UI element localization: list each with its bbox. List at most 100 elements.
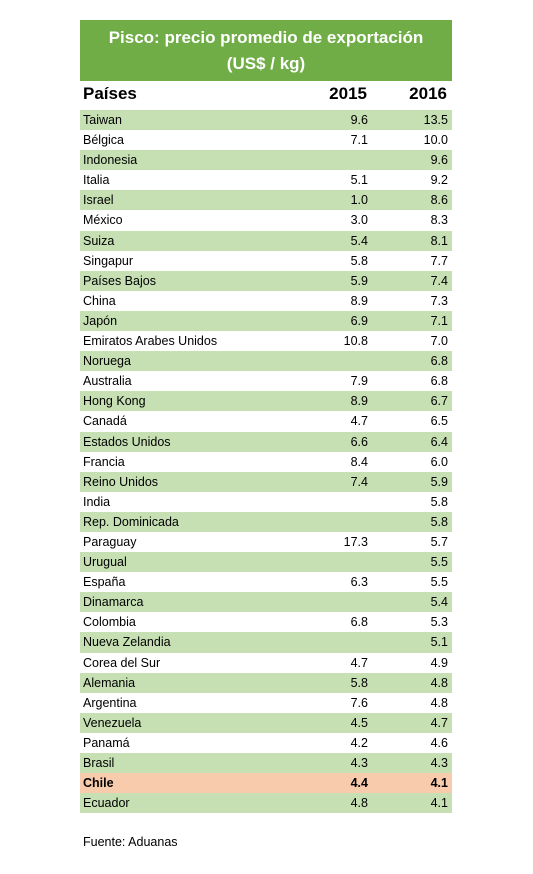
value-cell: 6.8 [430,374,448,389]
value-cell: 9.2 [430,173,448,188]
country-cell: Australia [83,374,132,389]
value-cell: 9.6 [430,153,448,168]
table-row: Hong Kong 8.9 6.7 [80,391,452,412]
table-row: Emiratos Arabes Unidos 10.8 7.0 [80,331,452,351]
value-cell: 1.0 [350,193,368,208]
country-cell: India [83,494,111,509]
table-row: Francia 8.4 6.0 [80,452,452,472]
table-row: Israel 1.0 8.6 [80,190,452,211]
country-cell: Taiwan [83,113,122,127]
table-row: Ecuador 4.8 4.1 [80,793,452,814]
table-row: Canadá 4.7 6.5 [80,411,452,431]
country-cell: Ecuador [83,796,130,811]
country-cell: Noruega [83,354,131,369]
table-row: Japón 6.9 7.1 [80,310,452,332]
table-row: Paraguay 17.3 5.7 [80,532,452,552]
table-row: Estados Unidos 6.6 6.4 [80,431,452,452]
table-row: Reino Unidos 7.4 5.9 [80,471,452,492]
value-cell: 4.8 [430,695,448,710]
country-cell: Alemania [83,675,136,690]
value-cell: 5.1 [350,173,368,188]
value-cell: 8.6 [430,193,448,208]
country-cell: México [83,213,123,228]
country-cell: Panamá [83,735,130,750]
value-cell: 4.1 [430,796,448,811]
value-cell: 4.7 [350,655,368,670]
value-cell: 7.4 [430,273,448,288]
table-row: Nueva Zelandia 5.1 [80,632,452,653]
country-cell: Rep. Dominicada [83,514,179,529]
table-row: India 5.8 [80,492,452,512]
value-cell: 5.1 [430,635,448,650]
header-row: Países 2015 2016 [80,84,452,108]
table-row: Panamá 4.2 4.6 [80,733,452,753]
value-cell: 7.3 [430,293,448,308]
table-row: Corea del Sur 4.7 4.9 [80,653,452,673]
table-row: Noruega 6.8 [80,351,452,372]
country-cell: Italia [83,173,110,188]
value-cell: 5.8 [350,675,368,690]
value-cell: 6.0 [430,454,448,469]
value-cell: 5.8 [350,253,368,268]
header-cell: 2015 [329,84,367,103]
country-cell: Colombia [83,615,136,630]
table-row: China 8.9 7.3 [80,291,452,311]
country-cell: Dinamarca [83,595,144,610]
country-cell: Japón [83,313,118,328]
table-row: Indonesia 9.6 [80,150,452,171]
value-cell: 17.3 [343,534,368,549]
value-cell: 4.2 [350,735,368,750]
table-row: Venezuela 4.5 4.7 [80,712,452,733]
table-row: Brasil 4.3 4.3 [80,753,452,774]
country-cell: Emiratos Arabes Unidos [83,334,218,349]
table-row: Rep. Dominicada 5.8 [80,511,452,532]
country-cell: Francia [83,454,125,469]
value-cell: 6.8 [430,354,448,369]
title: Pisco: precio promedio de exportación [108,27,424,47]
value-cell: 7.4 [350,474,368,489]
table-row: Argentina 7.6 4.8 [80,693,452,713]
value-cell: 5.7 [430,534,448,549]
country-cell: España [83,575,126,590]
table-row: México 3.0 8.3 [80,210,452,230]
value-cell: 7.9 [350,374,368,389]
country-cell: Países Bajos [83,273,156,288]
value-cell: 7.1 [430,313,448,328]
table-row: Italia 5.1 9.2 [80,170,452,190]
value-cell: 6.4 [430,434,448,449]
country-cell: Indonesia [83,153,138,168]
value-cell: 13.5 [423,113,448,127]
table-row: Chile 4.4 4.1 [80,773,452,794]
country-cell: Urugual [83,555,127,570]
value-cell: 4.8 [350,796,368,811]
value-cell: 6.8 [350,615,368,630]
footer: Fuente: Aduanas [83,835,178,849]
value-cell: 8.3 [430,213,448,228]
value-cell: 8.9 [350,394,368,409]
header-cell: 2016 [409,84,447,103]
country-cell: Canadá [83,414,127,429]
value-cell: 6.9 [350,313,368,328]
value-cell: 7.1 [350,133,368,148]
header-cell: Países [83,84,137,103]
value-cell: 9.6 [350,113,368,127]
country-cell: Nueva Zelandia [83,635,171,650]
value-cell: 4.6 [430,735,448,750]
value-cell: 4.5 [350,715,368,730]
value-cell: 5.9 [350,273,368,288]
country-cell: Singapur [83,253,134,268]
country-cell: Hong Kong [83,394,146,409]
value-cell: 3.0 [350,213,368,228]
title-banner: Pisco: precio promedio de exportación (U… [80,20,452,81]
value-cell: 10.0 [423,133,448,148]
table-row: Urugual 5.5 [80,552,452,573]
value-cell: 4.7 [350,414,368,429]
country-cell: Reino Unidos [83,474,159,489]
country-cell: Bélgica [83,133,124,148]
country-cell: Venezuela [83,715,142,730]
country-cell: Argentina [83,695,137,710]
value-cell: 8.9 [350,293,368,308]
value-cell: 10.8 [343,334,368,349]
table-body: Taiwan 9.6 13.5 Bélgica 7.1 10.0 Indonesia 9.6 I… [80,110,452,814]
